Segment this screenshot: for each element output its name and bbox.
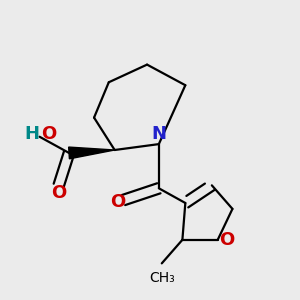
Text: O: O xyxy=(51,184,66,202)
Polygon shape xyxy=(69,147,115,159)
Text: CH₃: CH₃ xyxy=(149,271,175,285)
Text: N: N xyxy=(151,125,166,143)
Text: O: O xyxy=(110,193,125,211)
Text: H: H xyxy=(25,125,40,143)
Text: O: O xyxy=(219,231,234,249)
Text: O: O xyxy=(41,125,56,143)
